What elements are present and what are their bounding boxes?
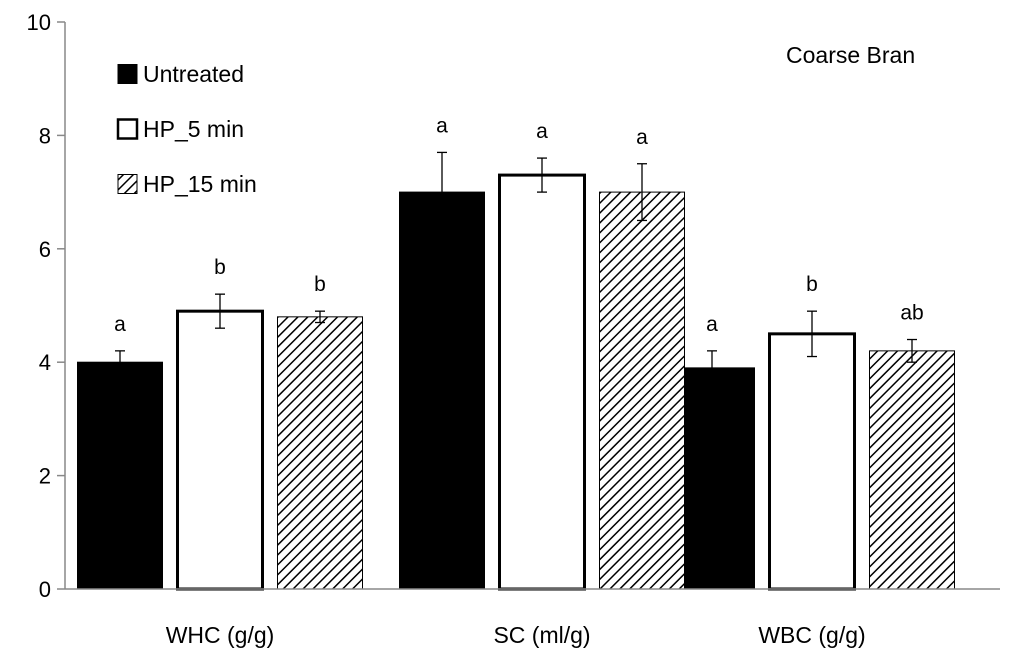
- bar-2-1: [599, 191, 685, 590]
- bar-1-2: [768, 332, 856, 591]
- significance-label: b: [314, 273, 326, 296]
- significance-label: ab: [900, 302, 923, 325]
- y-tick-label: 4: [39, 350, 51, 375]
- x-category-label: SC (ml/g): [493, 622, 590, 648]
- legend-swatch: [117, 174, 138, 194]
- legend-swatch: [117, 64, 138, 84]
- x-category-label: WBC (g/g): [758, 622, 865, 648]
- y-tick-label: 2: [39, 464, 51, 489]
- y-tick-label: 6: [39, 237, 51, 262]
- bar-1-1: [498, 173, 586, 591]
- bar-0-1: [399, 191, 485, 590]
- y-tick-label: 0: [39, 577, 51, 602]
- significance-label: a: [636, 126, 648, 149]
- bar-2-2: [869, 350, 955, 590]
- significance-label: b: [214, 256, 226, 279]
- legend-label: Untreated: [143, 61, 244, 87]
- legend: Untreated HP_5 min HP_15 min: [116, 61, 257, 197]
- y-axis: 0 2 4 6 8 10: [27, 10, 66, 602]
- legend-swatch: [116, 118, 139, 140]
- y-tick-label: 10: [27, 10, 51, 35]
- legend-label: HP_15 min: [143, 171, 257, 197]
- y-tick-label: 8: [39, 123, 51, 148]
- significance-label: a: [436, 114, 448, 137]
- bar-0-0: [77, 361, 163, 590]
- significance-label: a: [114, 313, 126, 336]
- chart-annotation: Coarse Bran: [786, 42, 915, 68]
- significance-label: a: [536, 120, 548, 143]
- x-axis: WHC (g/g) SC (ml/g) WBC (g/g): [65, 588, 1000, 648]
- significance-label: a: [706, 313, 718, 336]
- significance-label: b: [806, 273, 818, 296]
- bar-2-0: [277, 316, 363, 590]
- bar-1-0: [176, 309, 264, 591]
- x-category-label: WHC (g/g): [166, 622, 275, 648]
- legend-label: HP_5 min: [143, 116, 244, 142]
